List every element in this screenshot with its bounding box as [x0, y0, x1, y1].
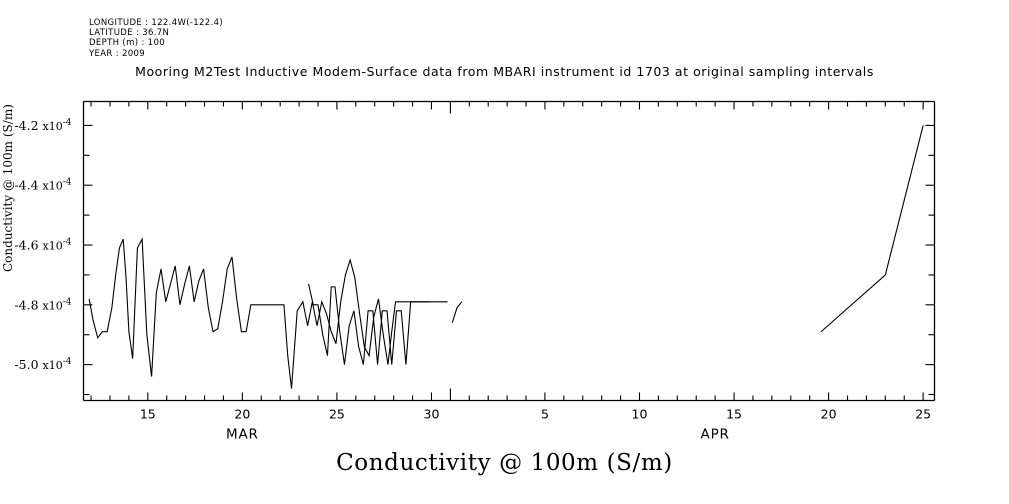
- x-axis-tick-label: 20: [821, 407, 837, 422]
- data-series-group: [88, 125, 924, 389]
- metadata-latitude: LATITUDE : 36.7N: [89, 28, 170, 39]
- y-axis-tick-label: -4.8 x10-4: [14, 297, 71, 312]
- chart-caption: Conductivity @ 100m (S/m): [336, 450, 673, 476]
- axes-group: [82, 100, 936, 402]
- y-axis-tick-labels: -4.2 x10-4 -4.4 x10-4 -4.6 x10-4 -4.8 x10-4…: [14, 118, 71, 372]
- y-axis-tick-label: -4.2 x10-4: [14, 118, 71, 133]
- metadata-longitude: LONGITUDE : 122.4W(-122.4): [89, 18, 224, 28]
- y-axis-tick-label: -5.0 x10-4: [14, 357, 71, 372]
- x-axis-month-labels: MAR APR: [226, 427, 730, 443]
- plot-title: Mooring M2Test Inductive Modem-Surface d…: [135, 64, 874, 79]
- x-axis-tick-label: 10: [632, 407, 648, 422]
- y-axis-tick-label: -4.6 x10-4: [14, 238, 71, 253]
- data-series-line: [308, 283, 430, 365]
- metadata-year: YEAR : 2009: [89, 48, 146, 59]
- x-axis-tick-label: 5: [541, 407, 549, 422]
- y-axis-title-clipped: Conductivity @ 100m (S/m): [1, 104, 15, 272]
- x-axis-tick-label: 15: [140, 407, 156, 422]
- data-series-line: [820, 125, 924, 333]
- x-axis-tick-labels: 15 20 25 30 5 10 15 20 25: [140, 407, 931, 422]
- x-axis-tick-label: 25: [915, 407, 931, 422]
- x-axis-month-label: MAR: [226, 427, 259, 443]
- data-series-line: [88, 237, 448, 389]
- y-axis-tick-label: -4.4 x10-4: [14, 178, 71, 193]
- y-axis-title-text: Conductivity @ 100m (S/m): [1, 104, 15, 272]
- metadata-depth: DEPTH (m) : 100: [89, 38, 165, 49]
- x-axis-tick-label: 15: [726, 407, 742, 422]
- x-axis-tick-label: 30: [424, 407, 440, 422]
- ticks-group: [83, 101, 935, 401]
- metadata-block: LONGITUDE : 122.4W(-122.4) LATITUDE : 36…: [89, 18, 223, 59]
- x-axis-tick-label: 20: [234, 407, 250, 422]
- x-axis-month-label: APR: [701, 427, 730, 443]
- x-axis-tick-label: 25: [329, 407, 345, 422]
- data-series-line: [451, 301, 463, 323]
